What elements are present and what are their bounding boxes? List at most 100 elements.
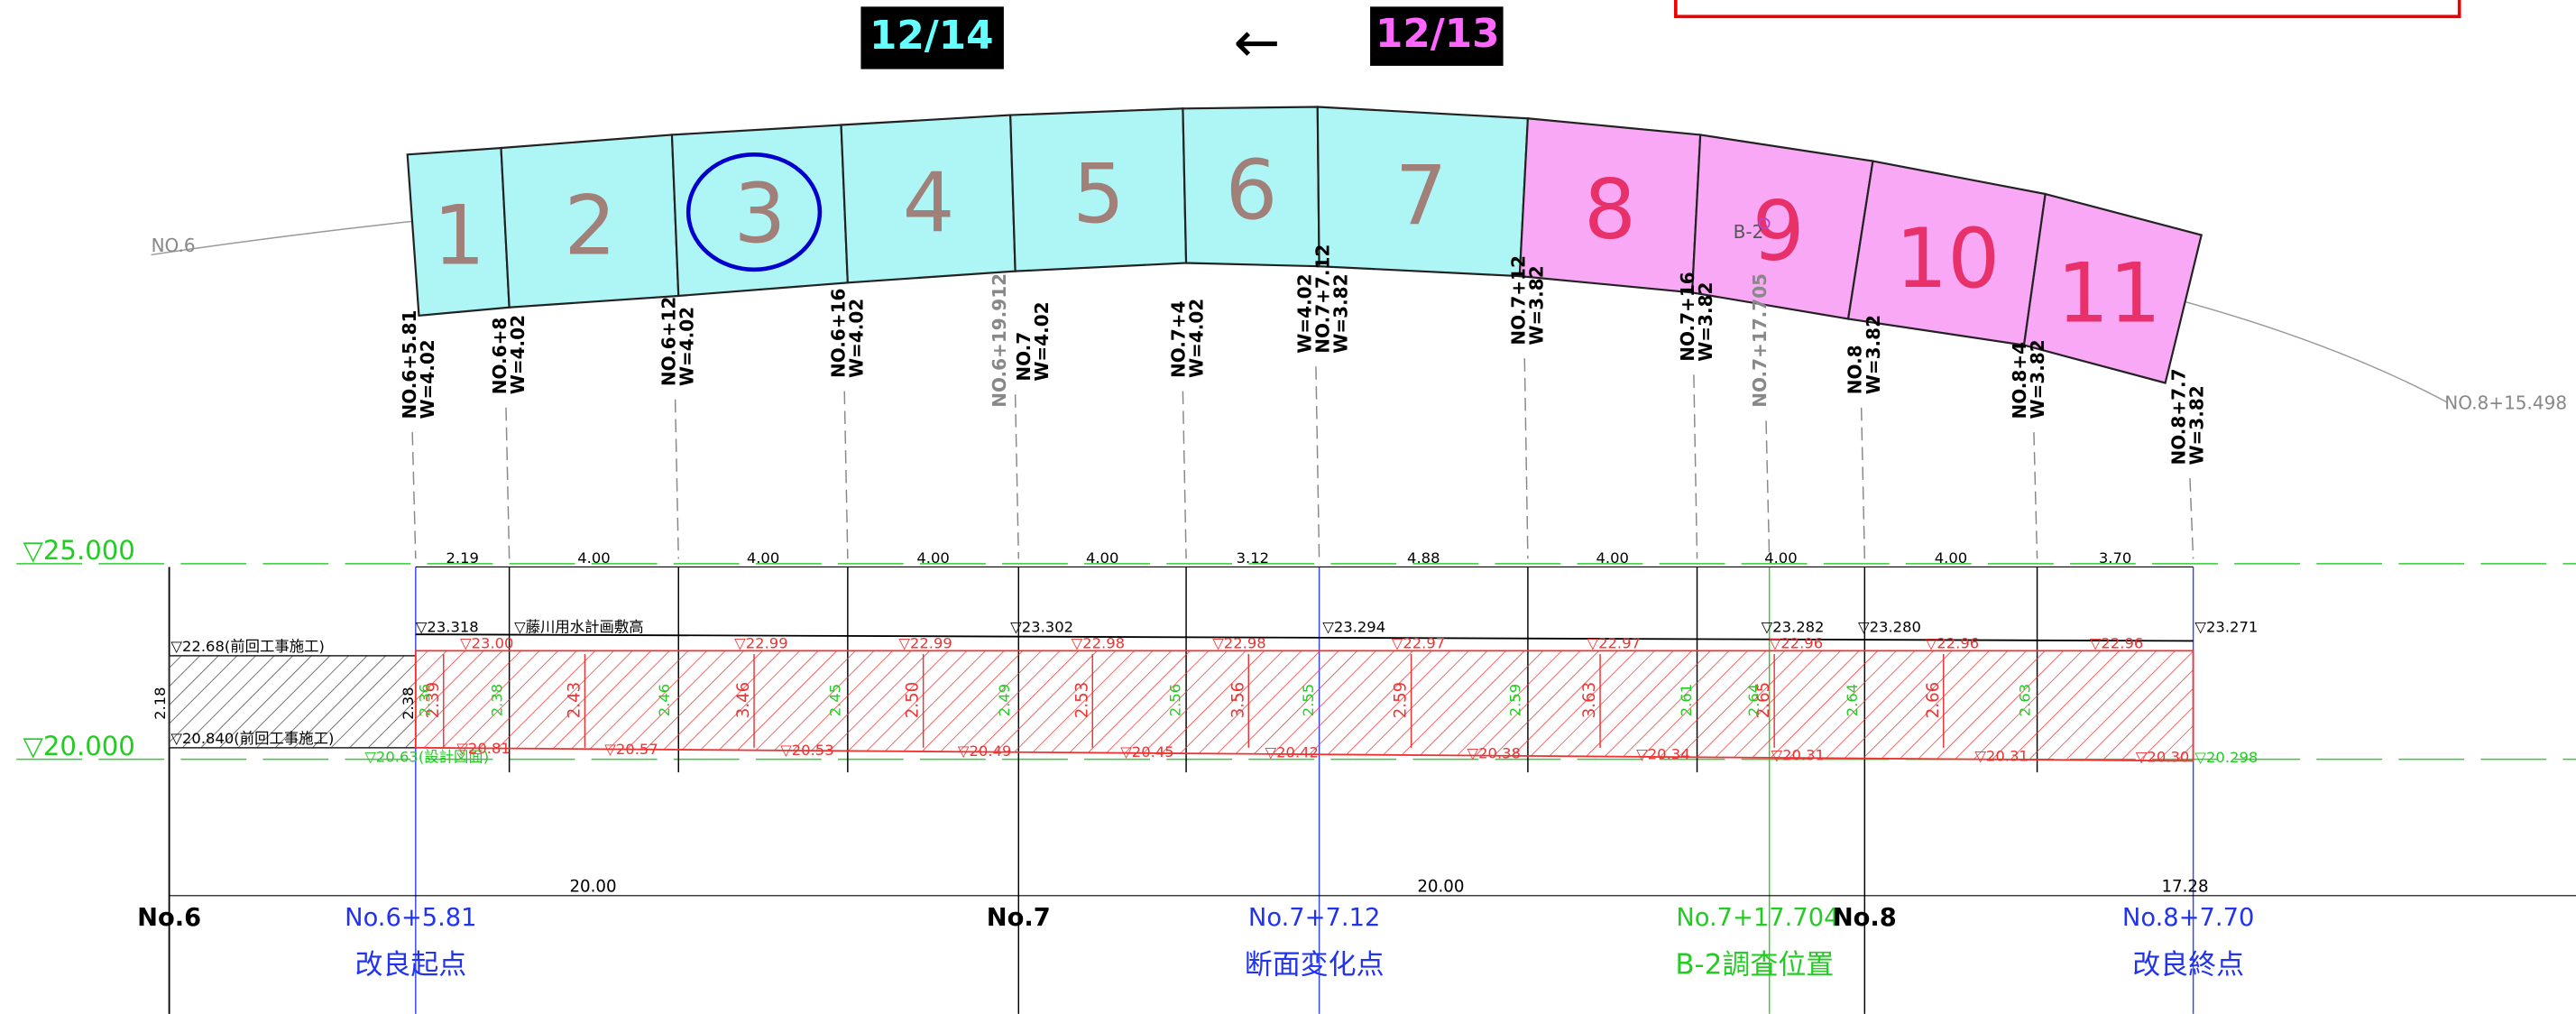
station-label: W=4.02	[1031, 301, 1053, 381]
station-label: W=3.82	[2027, 339, 2048, 419]
span-dim: 4.00	[1764, 549, 1797, 567]
depth: 3.56	[1228, 682, 1247, 719]
span-dim: 2.19	[446, 549, 478, 567]
green-depth: 2.64	[1745, 684, 1762, 716]
bottom-elev: ▽20.45	[1120, 743, 1173, 760]
bottom-note: 改良起点	[354, 949, 466, 982]
leader	[674, 399, 679, 559]
panel-number: 8	[1584, 162, 1636, 258]
panel-number: 7	[1395, 149, 1448, 244]
leader	[1315, 366, 1320, 559]
plan-label: NO.8+15.498	[2444, 392, 2567, 414]
panel	[2022, 192, 2203, 384]
station-label: NO.7+12	[1507, 255, 1529, 345]
station-label: NO.8+4	[2009, 342, 2030, 419]
green-depth: 2.59	[1507, 684, 1524, 716]
green-depth: 2.61	[1678, 684, 1695, 716]
green-depth: 2.64	[1844, 684, 1861, 716]
total-dim: 20.00	[1417, 878, 1464, 897]
date-box	[1370, 6, 1504, 66]
station-label: NO.7+17.705	[1749, 273, 1771, 408]
green-depth: 2.45	[827, 684, 844, 716]
leader	[1523, 358, 1529, 559]
highlight-circle	[685, 152, 823, 272]
bottom-elev: ▽20.31	[1974, 747, 2028, 764]
plan-elev: ▽22.99	[734, 635, 787, 652]
leader	[411, 432, 417, 559]
bottom-elev: ▽20.34	[1636, 746, 1689, 763]
note: 2.38	[400, 687, 417, 719]
leader	[1765, 420, 1771, 559]
green-depth: 2.49	[996, 684, 1013, 716]
note: ▽藤川用水計画敷高	[514, 618, 644, 635]
depth: 2.66	[1924, 682, 1943, 719]
depth: 2.53	[1072, 682, 1091, 719]
span-dim: 4.88	[1407, 549, 1440, 567]
date-left: 12/14	[869, 13, 994, 59]
plan-elev: ▽22.97	[1392, 635, 1445, 652]
span-dim: 4.00	[916, 549, 949, 567]
bottom-elev: ▽20.38	[1467, 745, 1521, 762]
crown-elev: ▽23.294	[1322, 618, 1385, 635]
note: ▽20.63(設計図面)	[364, 748, 489, 765]
station-label: W=3.82	[1863, 315, 1884, 394]
station-label: W=3.82	[1330, 273, 1352, 353]
bottom-elev: ▽20.49	[958, 742, 1011, 760]
crown-elev: ▽23.282	[1762, 618, 1825, 635]
station-label: W=4.02	[417, 339, 438, 419]
green-depth: 2.36	[416, 684, 433, 716]
leader	[1182, 391, 1187, 559]
depth: 3.46	[734, 682, 753, 719]
bottom-station: No.7	[987, 904, 1051, 932]
bottom-note: B-2調査位置	[1675, 949, 1834, 982]
plan-elev: ▽22.96	[2090, 635, 2143, 652]
note: ▽22.68(前回工事施工)	[170, 638, 325, 655]
depth: 2.59	[1392, 682, 1411, 719]
panel-number: 10	[1895, 211, 2000, 307]
leader	[843, 391, 849, 559]
green-depth: 2.56	[1167, 684, 1184, 716]
bottom-station: No.6	[137, 904, 201, 932]
crown-elev: ▽23.271	[2194, 618, 2258, 635]
date-right: 12/13	[1375, 11, 1500, 57]
crown-elev: ▽23.280	[1858, 618, 1921, 635]
station-label: NO.6+8	[489, 318, 511, 395]
plan-top	[415, 633, 2194, 642]
panel-number: 3	[733, 166, 786, 262]
green-depth: 2.63	[2016, 684, 2033, 716]
depth: 2.65	[1754, 682, 1773, 719]
station-label: NO.7+7.12	[1312, 244, 1334, 354]
leader	[1860, 407, 1866, 559]
panel-number: 5	[1072, 146, 1125, 242]
leader	[1014, 394, 1020, 559]
station-label: NO.6+16	[827, 289, 849, 378]
station-label: NO.8	[1845, 345, 1866, 394]
bottom-station: No.6+5.81	[345, 904, 476, 932]
total-dim: 17.28	[2161, 878, 2208, 897]
plan-elev: ▽22.97	[1587, 635, 1641, 652]
span-dim: 4.00	[747, 549, 779, 567]
station-label: NO.6+5.81	[399, 310, 420, 419]
bottom-elev: ▽20.298	[2194, 749, 2258, 766]
leader	[505, 407, 511, 559]
station-label: NO.8+7.7	[2168, 368, 2190, 465]
span-dim: 4.00	[1935, 549, 1967, 567]
station-label: NO.7+16	[1677, 272, 1698, 361]
crown-elev: ▽23.302	[1010, 618, 1073, 635]
bottom-note: 断面変化点	[1245, 949, 1385, 982]
span-dim: 4.00	[1086, 549, 1118, 567]
frame	[1674, 0, 2461, 19]
bottom-elev: ▽20.53	[780, 742, 833, 759]
level-label: ▽20.000	[23, 731, 135, 761]
panel-number: 2	[564, 178, 616, 273]
boring-point	[1758, 217, 1771, 230]
panel-number: 1	[433, 188, 485, 283]
panel-number: 9	[1753, 183, 1805, 279]
bottom-station: No.7+17.704	[1676, 904, 1839, 932]
station-label: NO.6+19.912	[989, 273, 1010, 408]
green-depth: 2.38	[488, 684, 505, 716]
depth: 2.39	[424, 682, 443, 719]
green-depth: 2.55	[1300, 684, 1317, 716]
span-dim: 3.12	[1237, 549, 1269, 567]
plan-elev: ▽22.98	[1072, 635, 1125, 652]
